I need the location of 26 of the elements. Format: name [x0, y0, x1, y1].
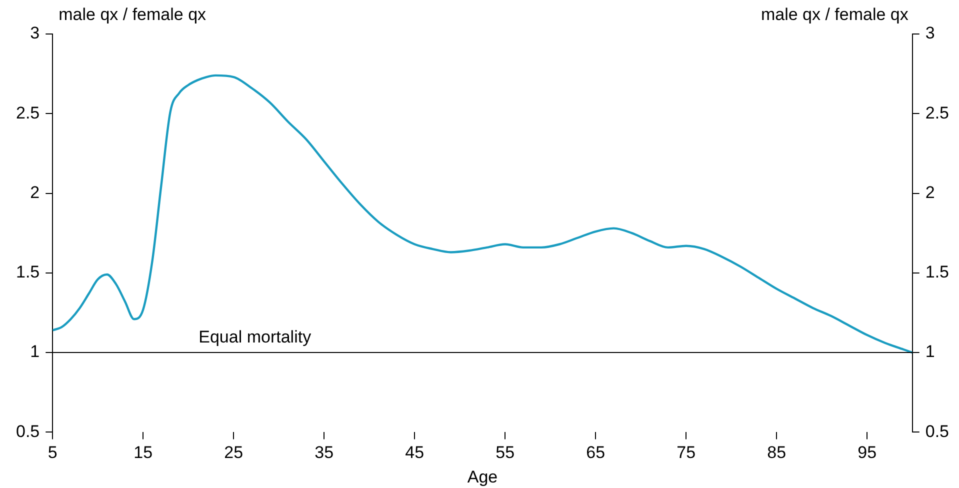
x-tick-label: 75 [676, 443, 696, 462]
y2-tick-label: 2.5 [925, 103, 950, 122]
x-tick-label: 65 [586, 443, 606, 462]
x-tick-label: 25 [224, 443, 244, 462]
x-tick-label: 5 [48, 443, 58, 462]
x-tick-label: 35 [314, 443, 334, 462]
y-tick-label: 1 [30, 342, 40, 362]
ref-line-label: Equal mortality [198, 328, 312, 347]
y-tick-label: 1.5 [16, 262, 40, 282]
y-tick-label: 2.5 [16, 103, 40, 122]
y2-tick-label: 3 [925, 24, 935, 43]
x-tick-label: 15 [134, 443, 153, 462]
x-tick-label: 85 [767, 443, 786, 462]
x-tick-label: 55 [496, 443, 515, 462]
y-axis-title: male qx / female qx [58, 5, 207, 24]
y-tick-label: 3 [30, 24, 40, 43]
y2-tick-label: 1.5 [925, 262, 950, 282]
y-tick-label: 2 [30, 182, 40, 202]
y2-tick-label: 0.5 [925, 422, 950, 441]
y-tick-label: 0.5 [16, 422, 40, 441]
x-tick-label: 45 [405, 443, 424, 462]
y2-tick-label: 2 [925, 182, 935, 202]
y2-axis-title: male qx / female qx [760, 5, 909, 24]
y2-tick-label: 1 [925, 342, 935, 362]
x-tick-label: 95 [858, 443, 877, 462]
x-axis-title: Age [467, 467, 498, 486]
